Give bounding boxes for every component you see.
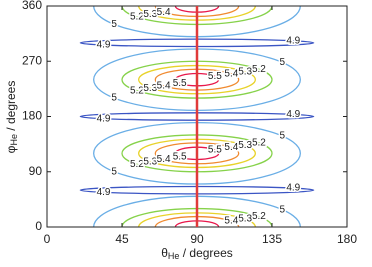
contour-label: 5.4	[224, 142, 238, 153]
contour-label: 5.4	[157, 81, 171, 92]
x-tick-label: 180	[337, 232, 357, 246]
contour-label: 4.9	[286, 109, 300, 120]
contour-label: 5.5	[208, 71, 222, 82]
y-tick-label: 0	[35, 219, 42, 233]
contour-label: 4.9	[97, 40, 111, 51]
contour-label: 5.2	[130, 85, 144, 96]
y-tick-label: 90	[29, 164, 43, 178]
contour-label: 5.3	[143, 156, 157, 167]
contour-label: 5.5	[173, 152, 187, 163]
contour-label: 4.9	[97, 113, 111, 124]
contour-label: 4.9	[286, 35, 300, 46]
contour-label: 5.2	[252, 64, 266, 75]
y-tick-label: 360	[22, 0, 42, 12]
contour-label: 5.2	[130, 159, 144, 170]
y-axis-label: φHe / degrees	[4, 81, 19, 154]
x-axis-label: θHe / degrees	[161, 246, 233, 261]
x-label-symbol: θ	[161, 246, 168, 260]
contour-label: 5.2	[252, 211, 266, 222]
y-label-unit: / degrees	[4, 81, 18, 134]
contour-label: 5	[111, 19, 117, 30]
contour-label: 4.9	[286, 183, 300, 194]
contour-label: 5.4	[224, 68, 238, 79]
contour-label: 5.5	[173, 78, 187, 89]
contour-label: 5.4	[157, 7, 171, 18]
x-label-unit: / degrees	[179, 246, 232, 260]
contour-label: 5.3	[238, 140, 252, 151]
contour-label: 5.3	[238, 214, 252, 225]
x-tick-label: 90	[190, 232, 204, 246]
y-tick-label: 180	[22, 109, 42, 123]
contour-label: 5	[280, 57, 286, 68]
contour-label: 5.2	[130, 12, 144, 23]
contour-label: 5	[111, 166, 117, 177]
contour-label: 5.4	[157, 154, 171, 165]
y-label-subscript: He	[9, 134, 19, 146]
contour-label: 5.2	[252, 138, 266, 149]
x-tick-label: 45	[115, 232, 129, 246]
contour-label: 5	[280, 131, 286, 142]
contour-label: 5	[111, 93, 117, 104]
contour-label: 5.4	[224, 216, 238, 227]
contour-label: 5.5	[208, 145, 222, 156]
y-label-symbol: φ	[4, 145, 18, 153]
contour-label: 4.9	[97, 187, 111, 198]
x-label-subscript: He	[168, 251, 180, 261]
x-tick-label: 135	[262, 232, 282, 246]
y-tick-label: 270	[22, 53, 42, 67]
contour-label: 5.3	[238, 66, 252, 77]
x-tick-label: 0	[44, 232, 51, 246]
contour-label: 5.3	[143, 9, 157, 20]
contour-label: 5.3	[143, 83, 157, 94]
contour-label: 5	[280, 204, 286, 215]
